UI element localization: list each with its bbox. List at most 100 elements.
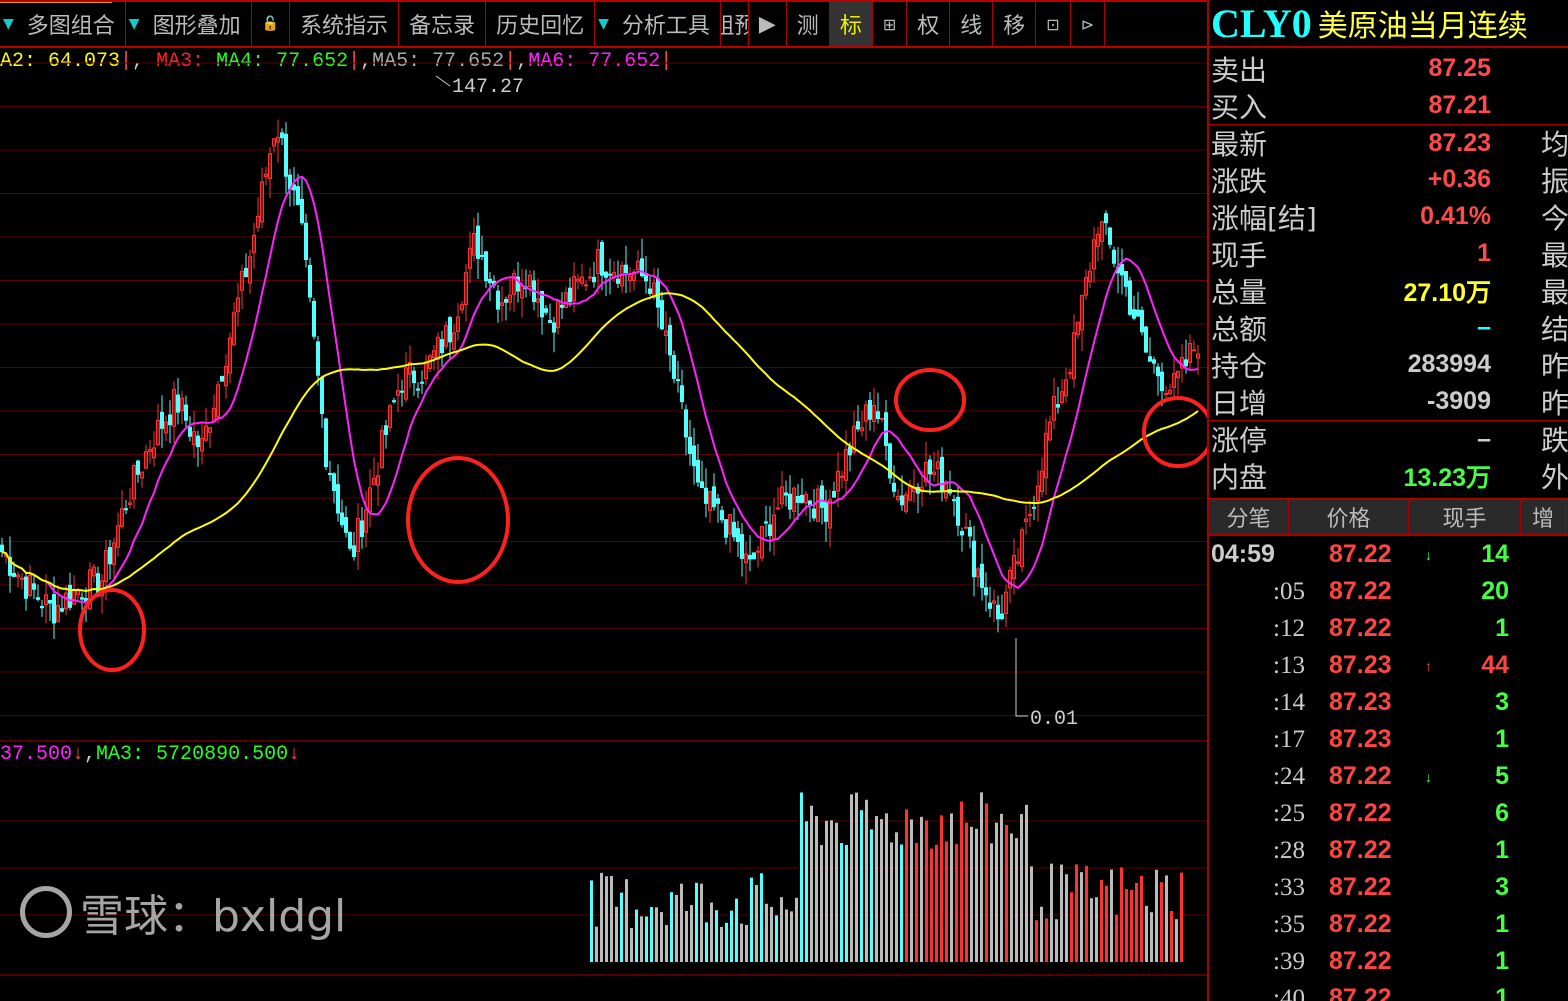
candle-body <box>732 521 736 538</box>
candle-body <box>1016 561 1020 564</box>
volume-bar <box>860 810 863 962</box>
toolbar-button[interactable]: 备忘录 <box>399 2 487 46</box>
tick-time: :14 <box>1273 688 1305 716</box>
tick-time: :33 <box>1273 873 1305 901</box>
candle-body <box>388 405 392 428</box>
volume-bar <box>885 813 888 962</box>
window-icon[interactable]: ⊡ <box>1036 2 1071 46</box>
candlestick-chart[interactable]: 147.27 0.01 <box>0 48 1207 1001</box>
quote-label: 涨停 <box>1211 424 1268 457</box>
candle-body <box>608 273 612 276</box>
candle-body <box>328 472 332 475</box>
toolbar-button[interactable]: 组预 <box>721 2 749 46</box>
toolbar-button[interactable]: 移 <box>993 2 1037 46</box>
candle-body <box>884 412 888 446</box>
candle-body <box>1156 366 1160 377</box>
candle-body <box>220 375 224 382</box>
ticks-column-header[interactable]: 价格 <box>1289 500 1409 534</box>
candle-body <box>980 563 984 588</box>
candle-body <box>420 381 424 384</box>
volume-bar <box>930 848 933 962</box>
dropdown-arrow-icon[interactable]: ▼ <box>598 16 609 32</box>
candle-body <box>192 431 196 446</box>
candle-body <box>868 399 872 420</box>
candle-body <box>996 604 1000 620</box>
candle-body <box>448 317 452 343</box>
candle-body <box>160 411 164 429</box>
ticks-column-header[interactable]: 现手 <box>1409 500 1521 534</box>
candle-body <box>372 477 376 485</box>
candle-body <box>736 528 740 543</box>
toolbar-button[interactable]: 权 <box>907 2 951 46</box>
tick-price: 87.22 <box>1329 799 1392 827</box>
play-icon[interactable]: ▶ <box>749 2 787 46</box>
volume-bar <box>770 906 773 962</box>
quote-value: 87.23 <box>1428 128 1491 157</box>
volume-bar <box>705 922 708 962</box>
candle-body <box>284 133 288 177</box>
toolbar-button[interactable]: 线 <box>950 2 994 46</box>
volume-bar <box>845 844 848 962</box>
lock-icon[interactable]: 🔓 <box>252 2 291 46</box>
toolbar-button[interactable]: 系统指示 <box>290 2 400 46</box>
candle-body <box>896 495 900 500</box>
toolbar-button[interactable]: 分析工具 <box>612 2 721 46</box>
candle-body <box>688 436 692 454</box>
watermark: 雪球：bxldgl <box>20 880 346 944</box>
tick-row: :17 87.23 1 <box>1209 721 1568 758</box>
candle-body <box>232 312 236 346</box>
candle-body <box>872 405 876 422</box>
toolbar-button[interactable]: 历史回忆 <box>486 2 596 46</box>
candle-body <box>708 490 712 512</box>
candle-body <box>144 451 148 469</box>
candle-body <box>80 597 84 600</box>
candle-body <box>744 553 748 564</box>
candle-body <box>1176 370 1180 379</box>
volume-bar <box>920 816 923 962</box>
ticks-column-header[interactable]: 分笔 <box>1209 500 1289 534</box>
candle-body <box>676 379 680 382</box>
dropdown-arrow-icon[interactable]: ▼ <box>3 16 14 32</box>
toolbar-button[interactable]: 标 <box>829 2 873 46</box>
tick-list[interactable]: 04:59 87.22 ↓ 14:05 87.22 20:12 87.22 1:13 87.23… <box>1209 536 1568 1001</box>
candle-body <box>308 264 312 298</box>
candle-body <box>440 339 444 354</box>
tick-volume: 14 <box>1481 540 1509 568</box>
toolbar-button[interactable]: 图形叠加 <box>143 2 252 46</box>
grid-icon[interactable]: ⊞ <box>873 2 908 46</box>
toolbar-button[interactable]: 多图组合 <box>17 2 126 46</box>
candle-body <box>176 394 180 413</box>
candle-body <box>320 377 324 414</box>
volume-bar <box>1100 880 1103 962</box>
next-panel-icon[interactable]: ⊳ <box>1071 2 1106 46</box>
dropdown-arrow-icon[interactable]: ▼ <box>128 16 140 32</box>
direction-arrow-icon: ↓ <box>1425 546 1432 563</box>
tick-row: :40 87.22 1 <box>1209 980 1568 1001</box>
candle-body <box>924 462 928 483</box>
high-marker <box>435 75 451 87</box>
volume-bar <box>690 905 693 962</box>
ticks-column-header[interactable]: 增 <box>1521 500 1566 534</box>
candle-body <box>340 512 344 526</box>
candle-body <box>840 475 844 478</box>
candle-body <box>576 278 580 282</box>
tick-price: 87.22 <box>1329 984 1392 1001</box>
candle-body <box>52 594 56 624</box>
volume-bar <box>1075 864 1078 962</box>
candle-body <box>820 485 824 508</box>
candle-body <box>12 572 16 577</box>
candle-body <box>300 199 304 224</box>
volume-bar <box>835 822 838 962</box>
candle-body <box>28 574 32 597</box>
quote-row: 日增 -3909 昨 <box>1209 383 1568 420</box>
candle-body <box>1044 432 1048 479</box>
tick-price: 87.22 <box>1329 873 1392 901</box>
toolbar-button[interactable]: 测 <box>787 2 830 46</box>
candle-body <box>1120 263 1124 276</box>
high-price-label: 147.27 <box>452 76 524 99</box>
candle-body <box>592 276 596 283</box>
volume-bar <box>870 829 873 962</box>
volume-bar <box>605 876 608 962</box>
candle-body <box>20 577 24 580</box>
candle-body <box>112 542 116 565</box>
